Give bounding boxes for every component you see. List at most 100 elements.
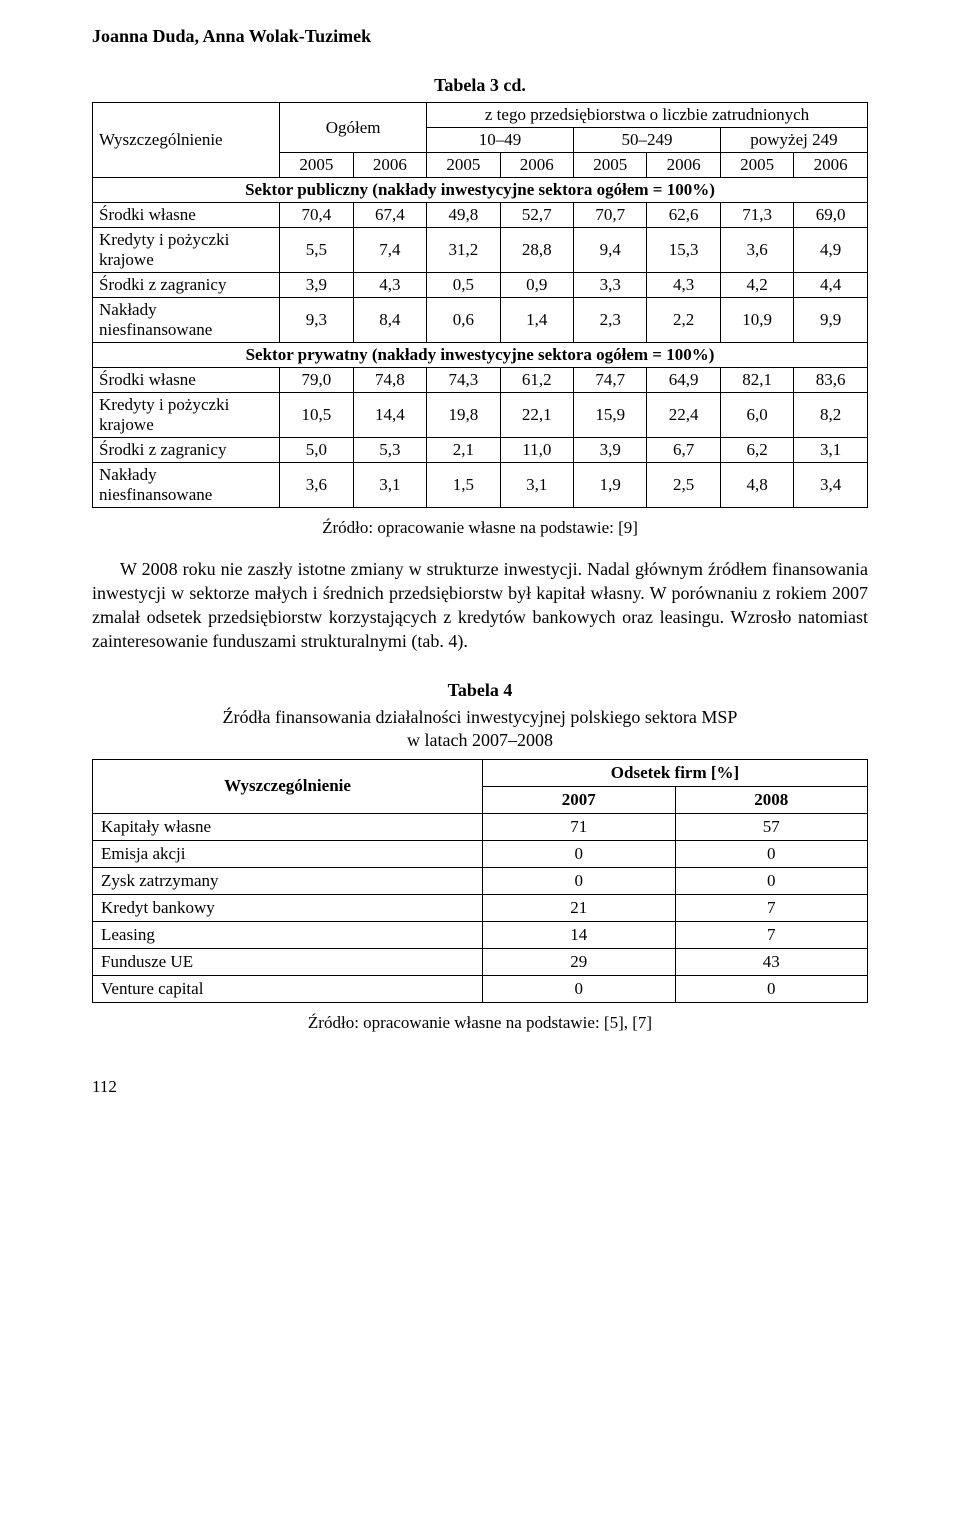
table-cell: 29 (483, 948, 676, 975)
table-cell: 70,4 (280, 203, 353, 228)
table3-year: 2006 (353, 153, 426, 178)
table-cell: 0 (675, 975, 868, 1002)
table-cell: 6,0 (720, 393, 793, 438)
table-cell: 69,0 (794, 203, 868, 228)
table-cell: 4,2 (720, 273, 793, 298)
table-cell: 9,4 (574, 228, 647, 273)
table-cell: 74,8 (353, 368, 426, 393)
table-cell: 3,6 (280, 463, 353, 508)
table4-spec-header: Wyszczególnienie (93, 759, 483, 813)
table4-year: 2007 (483, 786, 676, 813)
table-cell: 28,8 (500, 228, 573, 273)
table-cell: 5,3 (353, 438, 426, 463)
table-cell: 3,3 (574, 273, 647, 298)
table-cell: 8,4 (353, 298, 426, 343)
table3-ogolem-header: Ogółem (280, 103, 427, 153)
table-row-label: Emisja akcji (93, 840, 483, 867)
table3-year: 2005 (574, 153, 647, 178)
table-cell: 6,2 (720, 438, 793, 463)
table3: Wyszczególnienie Ogółem z tego przedsięb… (92, 102, 868, 508)
table-cell: 0 (483, 975, 676, 1002)
table-cell: 3,9 (280, 273, 353, 298)
table3-spec-header: Wyszczególnienie (93, 103, 280, 178)
table-cell: 0 (483, 867, 676, 894)
table-cell: 64,9 (647, 368, 720, 393)
table3-caption: Tabela 3 cd. (92, 75, 868, 96)
table-cell: 70,7 (574, 203, 647, 228)
table4-source: Źródło: opracowanie własne na podstawie:… (92, 1013, 868, 1033)
table-row-label: Środki własne (93, 368, 280, 393)
table-cell: 1,4 (500, 298, 573, 343)
table-cell: 2,2 (647, 298, 720, 343)
table-row-label: Fundusze UE (93, 948, 483, 975)
table3-year: 2006 (500, 153, 573, 178)
table3-year: 2005 (280, 153, 353, 178)
table-cell: 79,0 (280, 368, 353, 393)
table-cell: 21 (483, 894, 676, 921)
table-cell: 0 (675, 867, 868, 894)
table-cell: 83,6 (794, 368, 868, 393)
table-row-label: Nakłady niesfinansowane (93, 298, 280, 343)
table3-section2: Sektor prywatny (nakłady inwestycyjne se… (93, 343, 868, 368)
table-cell: 49,8 (427, 203, 500, 228)
table-cell: 8,2 (794, 393, 868, 438)
table3-range1: 10–49 (427, 128, 574, 153)
table-cell: 11,0 (500, 438, 573, 463)
table4: Wyszczególnienie Odsetek firm [%] 2007 2… (92, 759, 868, 1003)
table3-range3: powyżej 249 (720, 128, 867, 153)
table-cell: 52,7 (500, 203, 573, 228)
table-cell: 14,4 (353, 393, 426, 438)
table-cell: 5,5 (280, 228, 353, 273)
body-paragraph: W 2008 roku nie zaszły istotne zmiany w … (92, 558, 868, 654)
table-cell: 10,5 (280, 393, 353, 438)
table-cell: 3,6 (720, 228, 793, 273)
table-cell: 5,0 (280, 438, 353, 463)
running-head: Joanna Duda, Anna Wolak-Tuzimek (92, 26, 868, 47)
table-row-label: Kredyty i pożyczki krajowe (93, 393, 280, 438)
table-row-label: Kredyty i pożyczki krajowe (93, 228, 280, 273)
table-row-label: Leasing (93, 921, 483, 948)
table4-subtitle-line1: Źródła finansowania działalności inwesty… (92, 707, 868, 728)
table-row-label: Nakłady niesfinansowane (93, 463, 280, 508)
table3-range-header: z tego przedsiębiorstwa o liczbie zatrud… (427, 103, 868, 128)
table-cell: 74,7 (574, 368, 647, 393)
table-cell: 0,5 (427, 273, 500, 298)
paragraph-text: W 2008 roku nie zaszły istotne zmiany w … (92, 558, 868, 654)
table-row-label: Kredyt bankowy (93, 894, 483, 921)
table-cell: 9,9 (794, 298, 868, 343)
table-cell: 62,6 (647, 203, 720, 228)
table-cell: 61,2 (500, 368, 573, 393)
table3-section1: Sektor publiczny (nakłady inwestycyjne s… (93, 178, 868, 203)
table-cell: 3,1 (353, 463, 426, 508)
table-cell: 4,4 (794, 273, 868, 298)
table-cell: 4,3 (647, 273, 720, 298)
table-cell: 2,5 (647, 463, 720, 508)
table-row-label: Środki własne (93, 203, 280, 228)
table-cell: 43 (675, 948, 868, 975)
table-cell: 2,3 (574, 298, 647, 343)
table-cell: 6,7 (647, 438, 720, 463)
table4-year: 2008 (675, 786, 868, 813)
table-cell: 82,1 (720, 368, 793, 393)
table-cell: 14 (483, 921, 676, 948)
page-number: 112 (92, 1077, 868, 1097)
table-row-label: Kapitały własne (93, 813, 483, 840)
table-cell: 4,9 (794, 228, 868, 273)
table3-year: 2005 (427, 153, 500, 178)
table-cell: 2,1 (427, 438, 500, 463)
table4-caption: Tabela 4 (92, 680, 868, 701)
table-cell: 9,3 (280, 298, 353, 343)
table-cell: 7,4 (353, 228, 426, 273)
table-cell: 19,8 (427, 393, 500, 438)
table4-subtitle-line2: w latach 2007–2008 (92, 730, 868, 751)
table-cell: 0,6 (427, 298, 500, 343)
table-cell: 71 (483, 813, 676, 840)
table-cell: 3,1 (794, 438, 868, 463)
table-cell: 3,9 (574, 438, 647, 463)
table-cell: 15,3 (647, 228, 720, 273)
table-row-label: Venture capital (93, 975, 483, 1002)
table4-group-header: Odsetek firm [%] (483, 759, 868, 786)
table-cell: 3,1 (500, 463, 573, 508)
table-cell: 57 (675, 813, 868, 840)
table-cell: 7 (675, 921, 868, 948)
